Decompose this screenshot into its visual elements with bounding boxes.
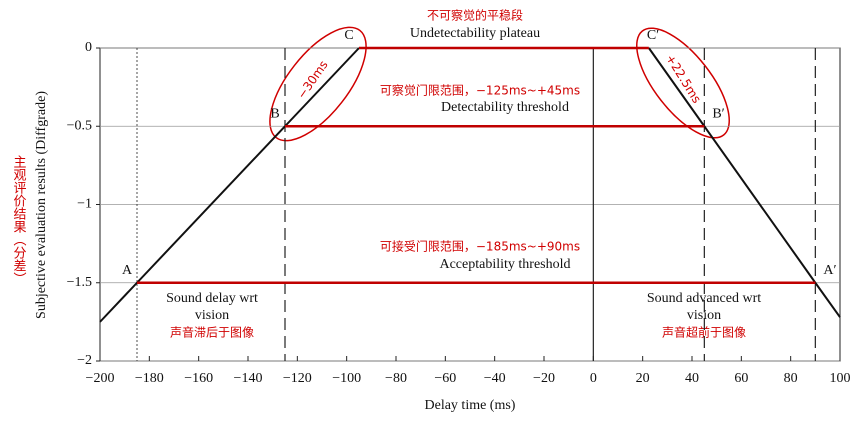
- annotation: 可接受门限范围，−185ms~+90ms: [380, 239, 580, 254]
- highlight-ellipse: [269, 26, 367, 142]
- annotation: −30ms: [294, 58, 330, 101]
- x-tick-label: −180: [135, 371, 164, 386]
- x-tick-label: 20: [636, 371, 650, 386]
- y-axis-label: Subjective evaluation results (Diffgrade…: [34, 91, 49, 319]
- annotation: Sound advanced wrt: [647, 291, 761, 306]
- annotation: Sound delay wrt: [166, 291, 258, 306]
- point-label: C′: [647, 28, 659, 43]
- x-tick-label: −200: [86, 371, 115, 386]
- annotation: 可察觉门限范围，−125ms~+45ms: [380, 83, 580, 98]
- x-axis-label: Delay time (ms): [425, 398, 516, 413]
- x-tick-label: −60: [434, 371, 456, 386]
- x-tick-label: −20: [533, 371, 555, 386]
- y-tick-label: −1.5: [67, 275, 92, 290]
- annotation: vision: [195, 308, 229, 323]
- x-tick-label: −40: [484, 371, 506, 386]
- x-tick-label: −100: [332, 371, 361, 386]
- point-label: A′: [823, 263, 836, 278]
- highlight-ellipse: [636, 27, 730, 139]
- point-label: C: [344, 28, 353, 43]
- y-tick-label: −0.5: [67, 118, 92, 133]
- line: [99, 47, 360, 323]
- annotation: Acceptability threshold: [439, 257, 570, 272]
- y-tick-label: −1: [77, 197, 92, 212]
- x-tick-label: 0: [590, 371, 597, 386]
- y-tick-label: −2: [77, 353, 92, 368]
- point-label: B′: [712, 106, 724, 121]
- y-axis-label: 主观评价结果（分差）: [11, 155, 27, 285]
- x-tick-label: 100: [830, 371, 851, 386]
- line: [648, 47, 841, 318]
- annotation: vision: [687, 308, 721, 323]
- x-tick-label: −140: [234, 371, 263, 386]
- point-label: B: [270, 106, 279, 121]
- annotation: 不可察觉的平稳段: [427, 8, 523, 23]
- annotation: Detectability threshold: [441, 100, 569, 115]
- x-tick-label: 40: [685, 371, 699, 386]
- x-tick-label: −80: [385, 371, 407, 386]
- x-tick-label: 80: [784, 371, 798, 386]
- annotation: 声音超前于图像: [662, 325, 746, 340]
- y-tick-label: 0: [85, 40, 92, 55]
- point-label: A: [122, 263, 133, 278]
- x-tick-label: 60: [734, 371, 748, 386]
- annotation: Undetectability plateau: [410, 26, 540, 41]
- annotation: 声音滞后于图像: [170, 325, 254, 340]
- x-tick-label: −120: [283, 371, 312, 386]
- x-tick-label: −160: [184, 371, 213, 386]
